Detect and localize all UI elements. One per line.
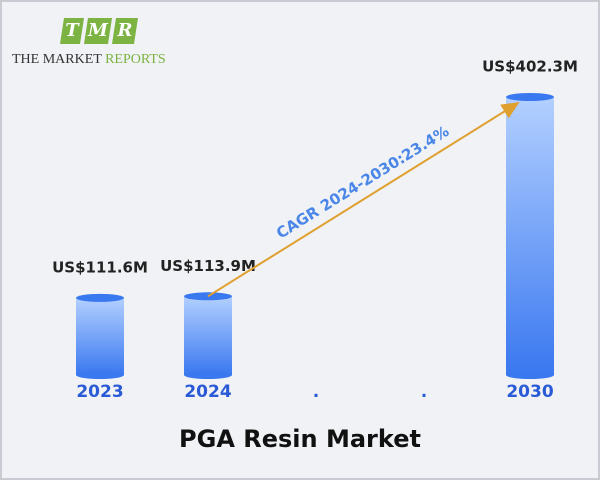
logo-name-part: THE MARKET (12, 52, 102, 67)
bar-top (76, 293, 124, 302)
chart-title: PGA Resin Market (179, 425, 421, 453)
x-tick-label: . (313, 382, 319, 402)
logo-name-part: REPORTS (105, 52, 166, 67)
bar (506, 97, 554, 375)
bar (184, 296, 232, 375)
x-tick-label: 2023 (76, 382, 123, 402)
x-tick-label: 2030 (506, 382, 553, 402)
value-label: US$111.6M (52, 258, 148, 276)
bar-bottom (506, 371, 554, 379)
logo: T M R THE MARKET REPORTS (12, 18, 166, 67)
bar-top (506, 93, 554, 101)
value-label: US$402.3M (482, 58, 578, 76)
logo-letter: T (65, 20, 80, 41)
x-tick-label: 2024 (184, 382, 231, 402)
logo-name: THE MARKET REPORTS (12, 52, 166, 67)
x-tick-label: . (421, 382, 427, 402)
bar-bottom (76, 371, 124, 379)
bar-bottom (184, 371, 232, 379)
logo-letter: M (87, 20, 109, 41)
logo-letter: R (117, 20, 133, 41)
bar (76, 297, 124, 375)
cagr-arrow (207, 101, 520, 298)
value-label: US$113.9M (160, 257, 256, 275)
